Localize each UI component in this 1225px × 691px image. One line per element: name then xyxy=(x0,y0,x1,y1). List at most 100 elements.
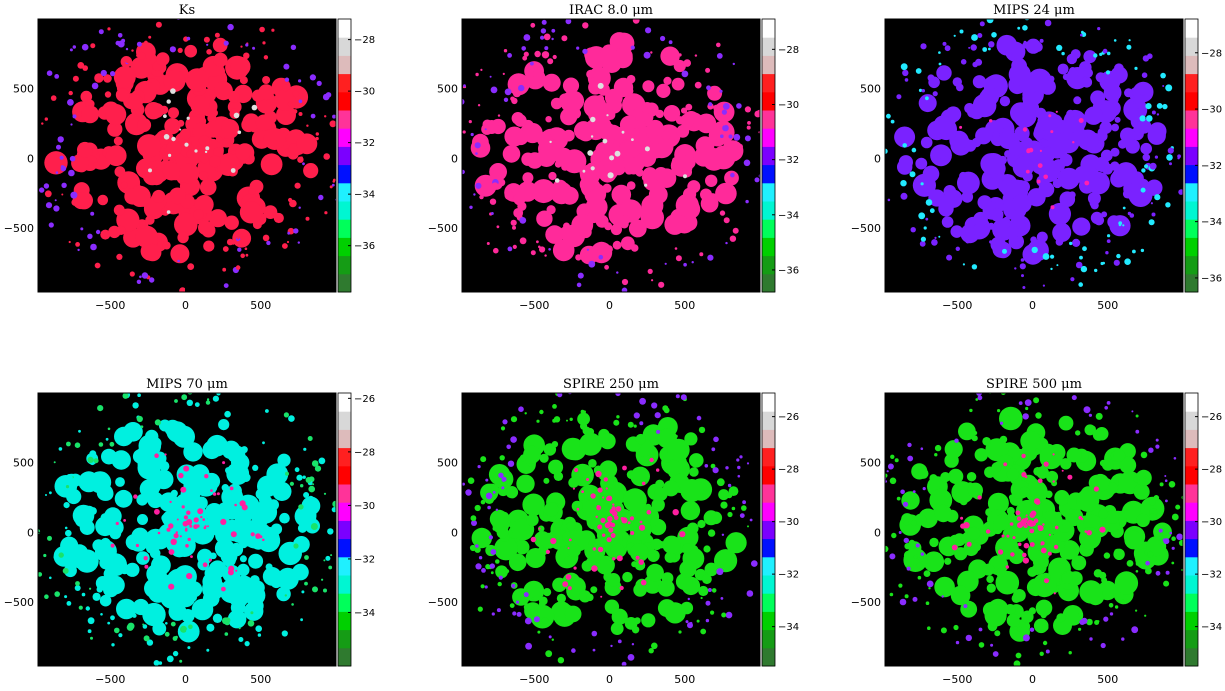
colorbar-segment xyxy=(1185,447,1198,467)
colorbar-segment xyxy=(338,484,351,503)
x-tick-label: −500 xyxy=(95,299,125,312)
colorbar-tick-label: −36 xyxy=(354,241,375,252)
y-tick-label: −500 xyxy=(428,596,458,609)
colorbar-segment xyxy=(762,273,775,293)
colorbar-segment xyxy=(1185,593,1198,612)
colorbar-tick-label: −30 xyxy=(1201,105,1222,116)
colorbar-tick-label: −32 xyxy=(778,570,799,581)
x-tick-label: 0 xyxy=(182,673,189,686)
x-tick-label: 500 xyxy=(674,299,695,312)
colorbar-tick-label: −28 xyxy=(354,447,375,458)
panel-title: SPIRE 250 μm xyxy=(563,377,659,392)
colorbar-tick-label: −32 xyxy=(354,554,375,565)
colorbar-segment xyxy=(762,182,775,202)
colorbar-segment xyxy=(1185,629,1198,649)
colorbar-segment xyxy=(1185,146,1198,166)
emission-map xyxy=(38,393,336,666)
y-tick-label: 0 xyxy=(874,526,881,539)
colorbar-segment xyxy=(762,110,775,129)
panel-2: IRAC 8.0 μm−500 0 5005000−500−28−30−32−34−… xyxy=(428,3,799,312)
panel-title: Ks xyxy=(179,3,195,18)
panel-title: MIPS 70 μm xyxy=(146,377,228,392)
colorbar-segment xyxy=(338,37,351,56)
colorbar-segment xyxy=(338,146,351,166)
emission-map xyxy=(885,393,1183,666)
colorbar: −26 −28 −30 −32 −34 xyxy=(1184,392,1222,667)
x-tick-label: 0 xyxy=(1029,299,1036,312)
colorbar-tick-label: −32 xyxy=(778,155,799,166)
colorbar-segment xyxy=(338,502,351,521)
colorbar-segment xyxy=(762,393,775,412)
colorbar-segment xyxy=(338,219,351,238)
colorbar: −26 −28 −30 −32 −34 xyxy=(761,392,799,667)
colorbar-tick-label: −26 xyxy=(354,394,375,405)
x-tick-label: 500 xyxy=(1097,673,1118,686)
colorbar-segment xyxy=(762,55,775,75)
colorbar-tick-label: −28 xyxy=(354,35,375,46)
colorbar-segment xyxy=(1185,393,1198,412)
panel-title: IRAC 8.0 μm xyxy=(569,3,653,18)
colorbar-segment xyxy=(338,411,351,430)
y-tick-label: −500 xyxy=(851,222,881,235)
colorbar-segment xyxy=(338,255,351,275)
colorbar-segment xyxy=(338,273,351,293)
colorbar-segment xyxy=(762,146,775,166)
y-tick-label: −500 xyxy=(851,596,881,609)
colorbar-segment xyxy=(1185,55,1198,75)
colorbar-segment xyxy=(762,447,775,467)
colorbar-segment xyxy=(762,164,775,184)
colorbar-segment xyxy=(762,465,775,485)
colorbar-segment xyxy=(338,182,351,202)
colorbar-segment xyxy=(762,128,775,147)
colorbar-segment xyxy=(762,219,775,238)
colorbar-segment xyxy=(1185,237,1198,257)
colorbar-segment xyxy=(338,575,351,594)
colorbar-segment xyxy=(1185,128,1198,147)
colorbar-tick-label: −30 xyxy=(354,501,375,512)
colorbar-segment xyxy=(338,19,351,38)
colorbar-segment xyxy=(1185,556,1198,576)
panel-5: SPIRE 250 μm −500 0 500 500 0 −500 −26 −28 −30 −32… xyxy=(428,377,799,686)
colorbar-tick-label: −36 xyxy=(778,265,799,276)
colorbar-segment xyxy=(338,110,351,129)
colorbar-segment xyxy=(338,538,351,558)
panel-1: Ks −500 0 500 500 0 −500 −28 −30 −32 −34 −36 xyxy=(4,3,375,312)
y-tick-label: 500 xyxy=(437,457,458,470)
colorbar-tick-label: −36 xyxy=(1201,273,1222,284)
colorbar-segment xyxy=(1185,91,1198,111)
colorbar-segment xyxy=(762,647,775,667)
colorbar-tick-label: −26 xyxy=(778,412,799,423)
colorbar-tick-label: −34 xyxy=(778,210,799,221)
y-tick-label: 0 xyxy=(874,152,881,165)
colorbar-segment xyxy=(338,429,351,449)
colorbar-tick-label: −34 xyxy=(354,608,375,619)
colorbar-segment xyxy=(338,465,351,485)
x-tick-label: −500 xyxy=(95,673,125,686)
colorbar-segment xyxy=(762,502,775,521)
colorbar-tick-label: −28 xyxy=(1201,48,1222,59)
panel-title: SPIRE 500 μm xyxy=(986,377,1082,392)
colorbar-segment xyxy=(1185,538,1198,558)
panel-3: MIPS 24 μm −500 0 500 500 0 −500 −28 −30 −32 −34 −3… xyxy=(851,3,1222,312)
colorbar-segment xyxy=(1185,73,1198,93)
colorbar: −28 −30 −32 −34 −36 xyxy=(337,18,375,293)
colorbar-segment xyxy=(762,37,775,56)
colorbar-segment xyxy=(762,611,775,631)
colorbar: −26 −28 −30 −32 −34 xyxy=(337,392,375,667)
colorbar-segment xyxy=(762,629,775,649)
colorbar-tick-label: −30 xyxy=(354,87,375,98)
colorbar-segment xyxy=(338,91,351,111)
y-tick-label: 0 xyxy=(451,526,458,539)
colorbar-segment xyxy=(1185,19,1198,38)
y-tick-label: 0 xyxy=(451,152,458,165)
colorbar-tick-label: −32 xyxy=(354,138,375,149)
colorbar-segment xyxy=(762,575,775,594)
colorbar-segment xyxy=(762,538,775,558)
colorbar-segment xyxy=(762,484,775,503)
emission-map xyxy=(462,19,760,292)
colorbar-segment xyxy=(338,237,351,257)
plot-frame xyxy=(461,18,761,293)
colorbar-segment xyxy=(762,593,775,612)
colorbar-segment xyxy=(1185,429,1198,449)
